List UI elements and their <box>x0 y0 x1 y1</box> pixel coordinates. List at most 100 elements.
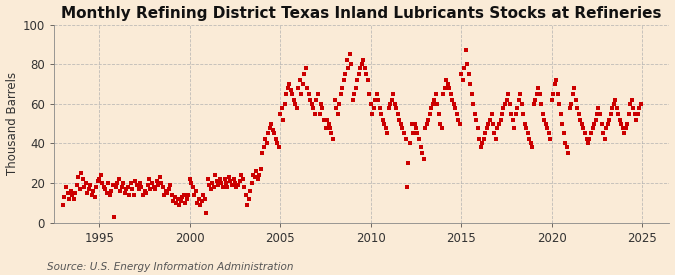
Point <box>361 72 372 76</box>
Point <box>344 52 355 56</box>
Point <box>592 111 603 116</box>
Point <box>146 181 157 185</box>
Point <box>133 187 144 191</box>
Point <box>127 187 138 191</box>
Point <box>202 177 213 181</box>
Point <box>632 111 643 116</box>
Point <box>435 121 446 126</box>
Point <box>412 131 423 136</box>
Point <box>302 86 313 90</box>
Point <box>284 82 295 86</box>
Point <box>397 125 408 130</box>
Point <box>140 191 151 195</box>
Point <box>549 82 560 86</box>
Point <box>320 125 331 130</box>
Point <box>408 131 418 136</box>
Point <box>464 72 475 76</box>
Point <box>165 183 176 187</box>
Point <box>346 62 356 66</box>
Point <box>375 106 385 110</box>
Point <box>572 106 583 110</box>
Point <box>432 101 443 106</box>
Point <box>216 181 227 185</box>
Point <box>548 92 559 96</box>
Point <box>92 179 103 183</box>
Point <box>192 201 202 205</box>
Point <box>387 98 398 102</box>
Point <box>450 106 461 110</box>
Point <box>515 92 526 96</box>
Point <box>186 181 196 185</box>
Point <box>586 131 597 136</box>
Point <box>94 177 105 181</box>
Point <box>409 121 420 126</box>
Point <box>342 58 352 62</box>
Point <box>62 191 73 195</box>
Point <box>554 101 565 106</box>
Point <box>136 185 147 189</box>
Point <box>287 92 298 96</box>
Point <box>359 66 370 70</box>
Point <box>113 177 124 181</box>
Point <box>485 117 495 122</box>
Point <box>520 125 531 130</box>
Point <box>145 187 156 191</box>
Point <box>462 62 472 66</box>
Point <box>424 111 435 116</box>
Point <box>223 175 234 179</box>
Point <box>365 101 376 106</box>
Point <box>132 183 142 187</box>
Point <box>259 145 269 150</box>
Point <box>504 101 515 106</box>
Point <box>452 111 462 116</box>
Point <box>111 185 122 189</box>
Point <box>86 193 97 197</box>
Point <box>608 101 619 106</box>
Point <box>252 177 263 181</box>
Point <box>70 191 80 195</box>
Point <box>313 92 323 96</box>
Point <box>103 181 113 185</box>
Point <box>536 101 547 106</box>
Point <box>486 111 497 116</box>
Point <box>290 101 300 106</box>
Point <box>414 137 425 142</box>
Point <box>465 82 476 86</box>
Point <box>602 121 613 126</box>
Point <box>438 92 449 96</box>
Point <box>556 111 566 116</box>
Point <box>308 106 319 110</box>
Point <box>427 101 438 106</box>
Point <box>204 183 215 187</box>
Point <box>589 121 599 126</box>
Point <box>373 98 384 102</box>
Point <box>340 72 350 76</box>
Point <box>356 62 367 66</box>
Point <box>537 111 548 116</box>
Point <box>182 197 192 201</box>
Point <box>190 189 201 193</box>
Point <box>122 185 133 189</box>
Point <box>293 86 304 90</box>
Point <box>271 137 281 142</box>
Point <box>393 111 404 116</box>
Point <box>166 193 177 197</box>
Point <box>117 185 128 189</box>
Point <box>169 195 180 199</box>
Point <box>402 185 412 189</box>
Point <box>474 137 485 142</box>
Point <box>599 137 610 142</box>
Text: Source: U.S. Energy Information Administration: Source: U.S. Energy Information Administ… <box>47 262 294 272</box>
Point <box>67 193 78 197</box>
Point <box>195 203 206 207</box>
Point <box>500 101 510 106</box>
Point <box>171 201 182 205</box>
Point <box>607 106 618 110</box>
Point <box>199 197 210 201</box>
Point <box>292 106 302 110</box>
Point <box>578 125 589 130</box>
Point <box>74 187 85 191</box>
Point <box>99 185 109 189</box>
Point <box>234 179 245 183</box>
Point <box>376 111 387 116</box>
